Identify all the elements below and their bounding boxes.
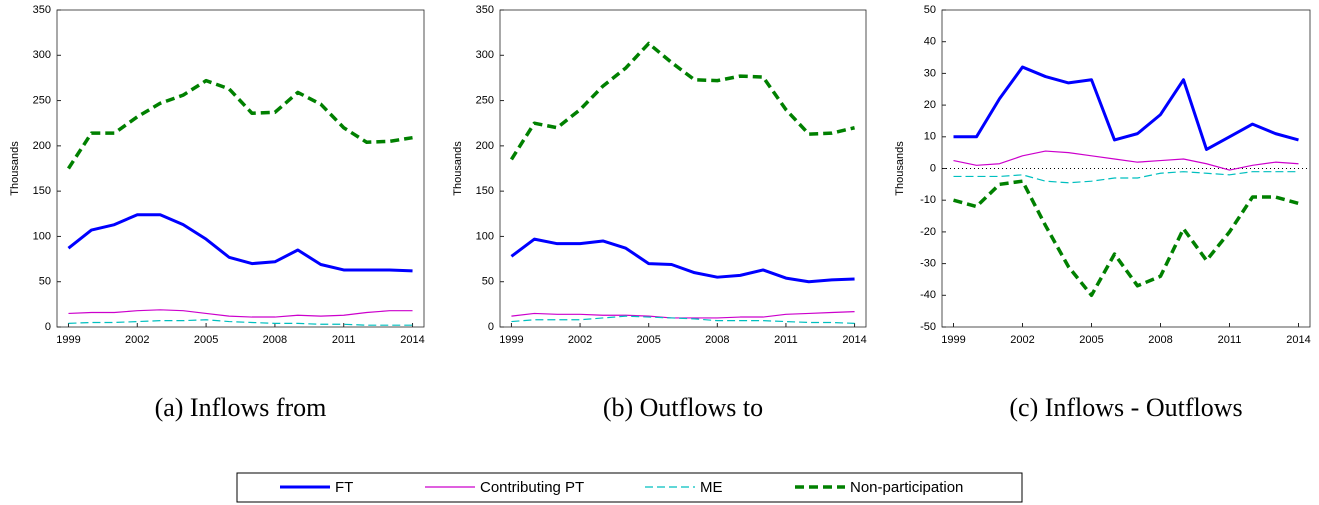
caption: (c) Inflows - Outflows (1009, 393, 1242, 422)
legend-box (236, 472, 1023, 503)
x-tick-label: 2005 (636, 334, 660, 346)
y-tick-label: 0 (45, 321, 51, 333)
x-tick-label: 1999 (941, 334, 965, 346)
y-axis-label: Thousands (894, 141, 906, 196)
legend-label: FT (335, 479, 353, 496)
y-tick-label: -50 (920, 321, 936, 333)
series-line (67, 213, 413, 273)
y-tick-label: 300 (476, 49, 494, 61)
y-tick-label: 150 (476, 185, 494, 197)
x-tick-label: 1999 (499, 334, 523, 346)
x-tick-label: 2011 (774, 334, 798, 346)
x-tick-label: 2002 (568, 334, 592, 346)
y-tick-label: 20 (924, 99, 936, 111)
x-tick-label: 2008 (1148, 334, 1172, 346)
y-axis-label: Thousands (9, 141, 21, 196)
x-tick-label: 2002 (125, 334, 149, 346)
series-line (953, 65, 1299, 151)
series-line (511, 315, 855, 324)
y-tick-label: 0 (488, 321, 494, 333)
y-tick-label: 350 (476, 4, 494, 16)
y-tick-label: 300 (33, 49, 51, 61)
y-tick-label: 50 (482, 276, 494, 288)
y-tick-label: 30 (924, 67, 936, 79)
plot-frame (56, 9, 425, 328)
x-tick-label: 2014 (842, 334, 866, 346)
series-line (67, 78, 413, 170)
x-tick-label: 1999 (56, 334, 80, 346)
x-tick-label: 2014 (400, 334, 424, 346)
caption: (a) Inflows from (155, 393, 327, 422)
y-tick-label: 200 (476, 140, 494, 152)
y-tick-label: -40 (920, 289, 936, 301)
y-tick-label: -20 (920, 226, 936, 238)
x-tick-label: 2005 (1079, 334, 1103, 346)
y-tick-label: 40 (924, 36, 936, 48)
caption: (b) Outflows to (603, 393, 763, 422)
x-tick-label: 2011 (1218, 334, 1242, 346)
y-tick-label: 250 (33, 94, 51, 106)
x-tick-label: 2008 (705, 334, 729, 346)
x-tick-label: 2011 (332, 334, 356, 346)
y-tick-label: 150 (33, 185, 51, 197)
series-line (68, 319, 413, 326)
y-tick-label: 250 (476, 94, 494, 106)
y-tick-label: 100 (476, 230, 494, 242)
y-tick-label: 50 (924, 4, 936, 16)
series-line (68, 309, 413, 318)
y-tick-label: 350 (33, 4, 51, 16)
y-tick-label: 0 (930, 162, 936, 174)
y-tick-label: -10 (920, 194, 936, 206)
y-tick-label: 200 (33, 140, 51, 152)
x-tick-label: 2002 (1010, 334, 1034, 346)
y-tick-label: 10 (924, 131, 936, 143)
series-line (953, 171, 1299, 184)
series-line (511, 311, 855, 319)
series-line (953, 179, 1299, 298)
y-tick-label: 50 (39, 276, 51, 288)
legend-label: ME (700, 479, 723, 496)
x-tick-label: 2005 (194, 334, 218, 346)
plot-frame (499, 9, 867, 328)
y-tick-label: -30 (920, 258, 936, 270)
x-tick-label: 2008 (263, 334, 287, 346)
series-line (510, 237, 855, 284)
series-line (953, 150, 1299, 171)
x-tick-label: 2014 (1286, 334, 1310, 346)
y-tick-label: 100 (33, 230, 51, 242)
legend-label: Contributing PT (480, 479, 584, 496)
y-axis-label: Thousands (452, 141, 464, 196)
series-line (509, 41, 855, 161)
legend-label: Non-participation (850, 479, 963, 496)
